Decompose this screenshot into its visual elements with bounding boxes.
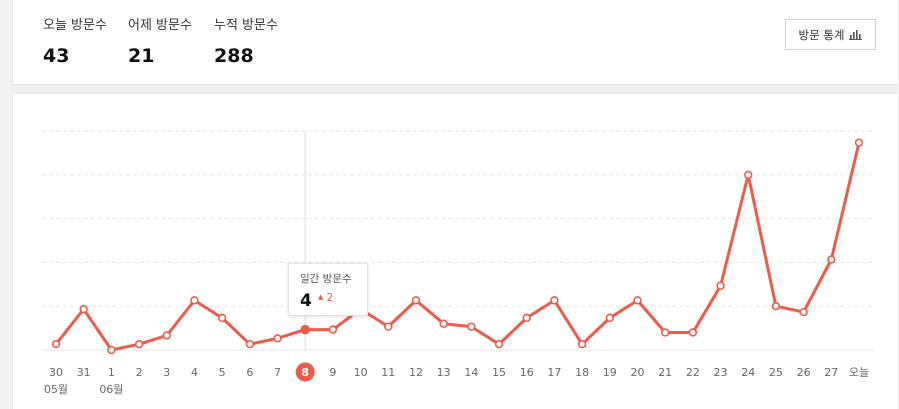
data-point (660, 328, 670, 337)
x-tick-label: 26 (797, 366, 811, 379)
data-point (217, 313, 227, 323)
daily-visits-tooltip: 일간 방문수 4 ▲ 2 (288, 263, 368, 316)
x-tick-label: 14 (464, 366, 478, 379)
data-point (273, 334, 282, 343)
data-point (854, 138, 864, 147)
data-point (107, 345, 116, 355)
chart-grid (42, 130, 874, 351)
total-visits-label: 누적 방문수 (214, 18, 278, 33)
data-point (827, 255, 836, 264)
data-point (605, 313, 614, 323)
data-point (771, 302, 781, 311)
x-tick-label: 16 (520, 366, 534, 379)
x-tick-label: 31 (77, 366, 91, 379)
visit-stats-label: 방문 통계 (798, 27, 845, 42)
total-visits-stat: 누적 방문수 288 (214, 14, 278, 67)
x-tick-label: 7 (274, 366, 281, 379)
x-tick-label: 11 (381, 366, 395, 379)
x-tick-label: 6 (246, 366, 253, 379)
visit-stats-button[interactable]: 방문 통계 (785, 19, 876, 50)
x-tick-label: 25 (769, 366, 783, 379)
data-point (799, 307, 808, 317)
x-label-selected-badge (295, 362, 315, 382)
x-tick-label: 10 (354, 366, 368, 379)
x-tick-label: 23 (714, 366, 728, 379)
tooltip-title: 일간 방문수 (300, 273, 352, 285)
x-tick-label: 5 (219, 366, 226, 379)
data-point (467, 322, 476, 331)
x-tick-label: 3 (163, 366, 170, 379)
data-point (494, 339, 504, 349)
x-tick-label: 19 (603, 366, 617, 379)
x-tick-label: 15 (492, 366, 506, 379)
data-point (744, 170, 753, 180)
total-visits-value: 288 (214, 45, 254, 67)
data-point (384, 322, 393, 331)
data-point-selected (300, 324, 311, 335)
x-tick-label: 2 (136, 366, 143, 379)
data-point (550, 296, 559, 305)
data-point (716, 281, 725, 290)
today-visits-stat: 오늘 방문수 43 (43, 14, 107, 67)
tooltip-delta: ▲ 2 (318, 292, 333, 304)
data-point (633, 296, 642, 305)
today-visits-label: 오늘 방문수 (43, 18, 107, 33)
x-tick-label: 9 (329, 366, 336, 379)
bar-chart-icon (849, 30, 863, 40)
x-tick-label: 17 (547, 366, 561, 379)
x-tick-label: 13 (437, 366, 451, 379)
data-point (245, 339, 255, 349)
x-tick-label: 22 (686, 366, 700, 379)
x-tick-label: 24 (741, 366, 755, 379)
daily-visits-chart-card (12, 93, 899, 409)
today-visits-value: 43 (43, 45, 70, 67)
month-label: 06월 (99, 383, 123, 396)
data-point (577, 339, 587, 349)
x-tick-label: 4 (191, 366, 198, 379)
data-point (411, 296, 421, 305)
x-tick-label: 1 (108, 366, 115, 379)
x-tick-label: 30 (49, 366, 63, 379)
x-tick-label: 오늘 (849, 366, 869, 379)
data-point (51, 339, 61, 349)
data-point (688, 328, 698, 337)
yesterday-visits-stat: 어제 방문수 21 (128, 14, 192, 67)
data-point (79, 304, 88, 314)
data-point (439, 319, 448, 328)
month-labels: 05월 06월 (44, 383, 124, 396)
data-point (522, 313, 531, 323)
tooltip-delta-arrow: ▲ (317, 293, 324, 301)
x-tick-label: 21 (658, 366, 672, 379)
tooltip-delta-value: 2 (326, 292, 334, 304)
x-tick-label: 12 (409, 366, 423, 379)
series-line (54, 141, 861, 352)
yesterday-visits-value: 21 (128, 45, 155, 67)
data-point (134, 339, 144, 349)
data-point (328, 325, 338, 334)
data-points (51, 138, 864, 355)
yesterday-visits-label: 어제 방문수 (128, 18, 192, 33)
data-point (162, 331, 171, 340)
x-tick-label: 8 (301, 366, 309, 379)
x-tick-label: 27 (824, 366, 838, 379)
x-tick-label: 18 (575, 366, 589, 379)
month-label: 05월 (44, 383, 68, 396)
tooltip-value: 4 (300, 291, 312, 311)
visitor-summary-card: 오늘 방문수 43 어제 방문수 21 누적 방문수 288 방문 통계 (12, 0, 899, 85)
data-point (190, 296, 199, 305)
x-tick-label: 20 (630, 366, 644, 379)
x-axis-labels: 30 31 1 2 3 4 5 6 7 8 9 10 11 12 13 14 15 16 17 18 19 20 21 22 2… (49, 362, 869, 382)
